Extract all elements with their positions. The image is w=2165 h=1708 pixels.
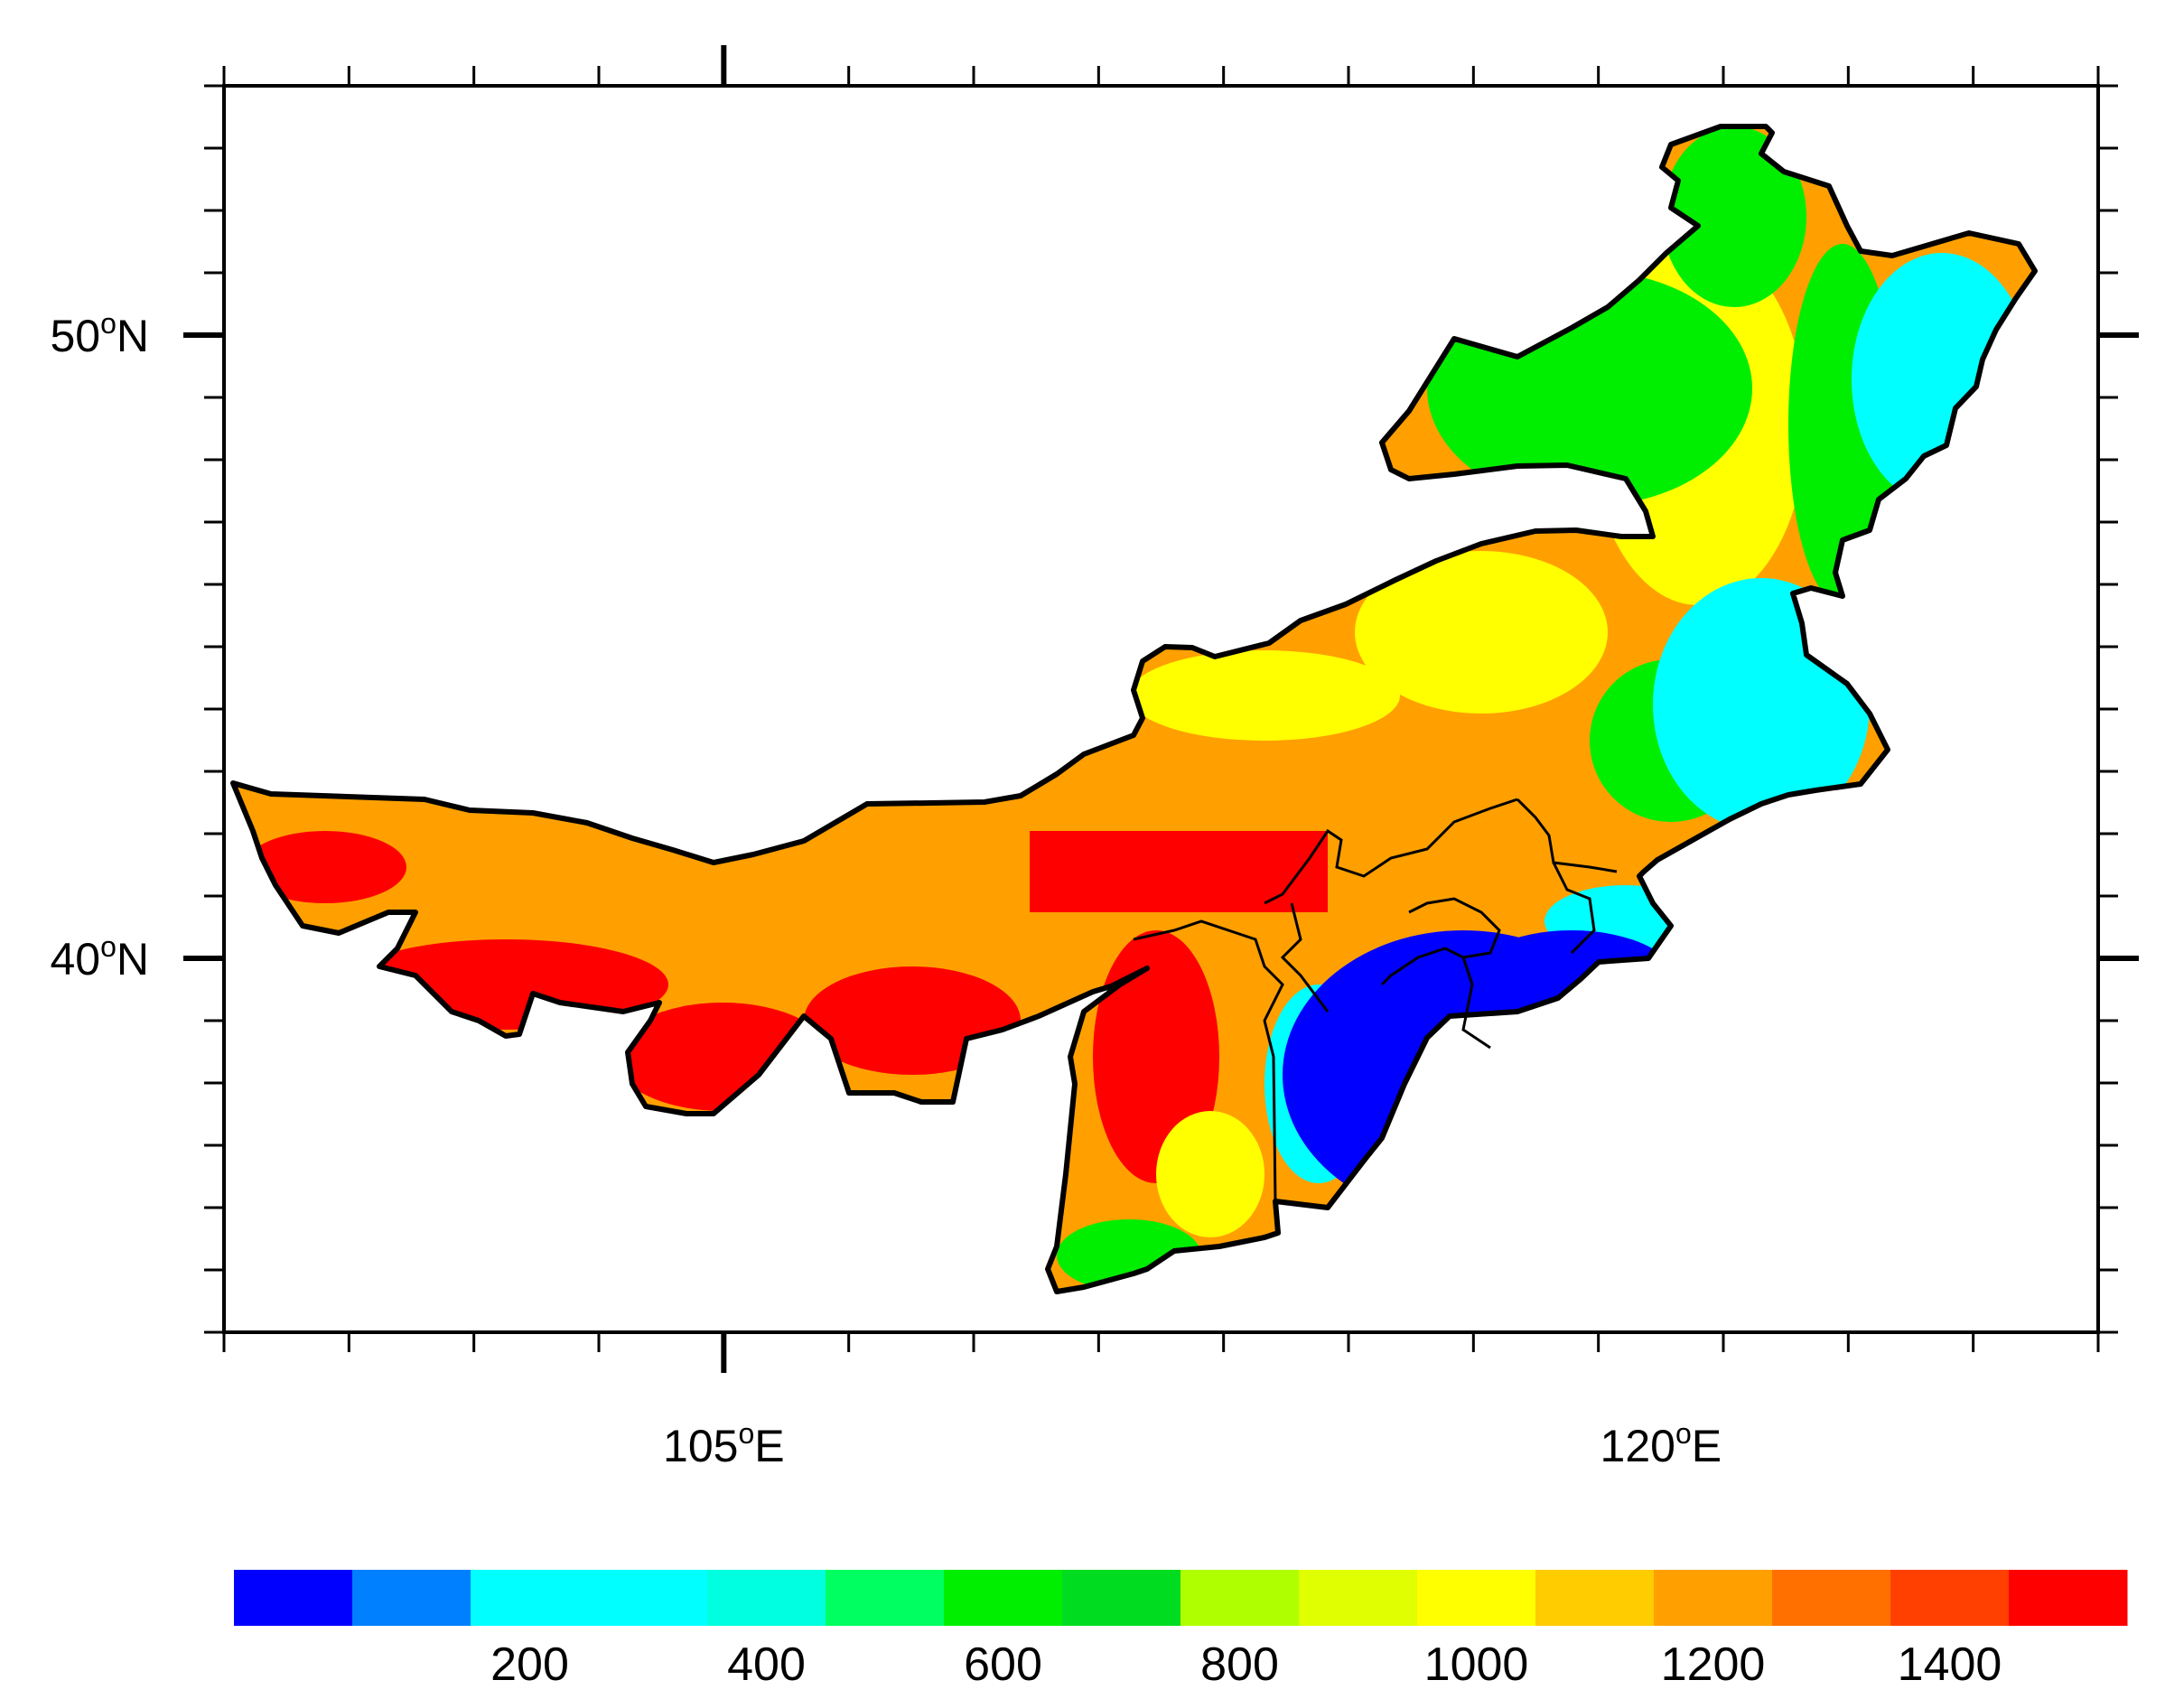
colorbar-labels: 200 400 600 800 1000 1200 1400 (490, 1638, 2002, 1691)
province-borders (1133, 798, 1618, 1202)
colorbar-tick-label: 800 (1200, 1638, 1279, 1691)
colorbar-tick-label: 1000 (1424, 1638, 1529, 1691)
axis-ticks (183, 45, 2139, 1373)
colorbar-bin (1535, 1570, 1655, 1626)
border-shanxi-west (1133, 919, 1284, 1202)
field-central-yellow (1355, 551, 1608, 714)
field-north-yellow (1129, 650, 1400, 741)
colorbar-bin (471, 1570, 590, 1626)
colorbar-bin (352, 1570, 471, 1626)
colorbar-bin (1299, 1570, 1418, 1626)
lat-label: 50oN (50, 307, 149, 361)
colorbar-tick-label: 1200 (1661, 1638, 1766, 1691)
border-hebei-north (1516, 798, 1618, 873)
colorbar-bin (1180, 1570, 1300, 1626)
lon-label: 120oE (1600, 1417, 1722, 1471)
colorbar-bin (1890, 1570, 2010, 1626)
border-liaoning (1552, 862, 1596, 955)
border-tianjin (1461, 957, 1491, 1050)
field-west-red (244, 831, 406, 903)
region-outline (230, 124, 2038, 1294)
colorbar-bin (944, 1570, 1063, 1626)
colorbar-tick-label: 600 (964, 1638, 1042, 1691)
colorbar-bin (1417, 1570, 1536, 1626)
colorbar-bin (2009, 1570, 2128, 1626)
border-shanxi-north (1264, 798, 1518, 905)
colorbar-tick-label: 400 (727, 1638, 806, 1691)
colorbar-bin (1654, 1570, 1773, 1626)
colorbar-bin (589, 1570, 708, 1626)
colorbar-bin (1062, 1570, 1181, 1626)
colorbar-bin (707, 1570, 826, 1626)
colorbar-bin (1772, 1570, 1891, 1626)
border-beijing (1380, 897, 1501, 986)
field-nn-green (1662, 126, 1806, 307)
colorbar-tick-label: 1400 (1898, 1638, 2002, 1691)
colorbar-bin (234, 1570, 353, 1626)
colorbar-tick-label: 200 (490, 1638, 569, 1691)
border-hebei-inner (1280, 902, 1330, 1013)
lon-label: 105oE (663, 1417, 785, 1471)
colorbar (234, 1570, 2128, 1626)
field-south-yellow (1156, 1111, 1264, 1237)
field-central-red-band (1030, 831, 1328, 912)
colorbar-bin (826, 1570, 945, 1626)
axis-tick-labels: 105oE 120oE 50oN 40oN (50, 307, 1722, 1471)
lat-label: 40oN (50, 930, 149, 985)
